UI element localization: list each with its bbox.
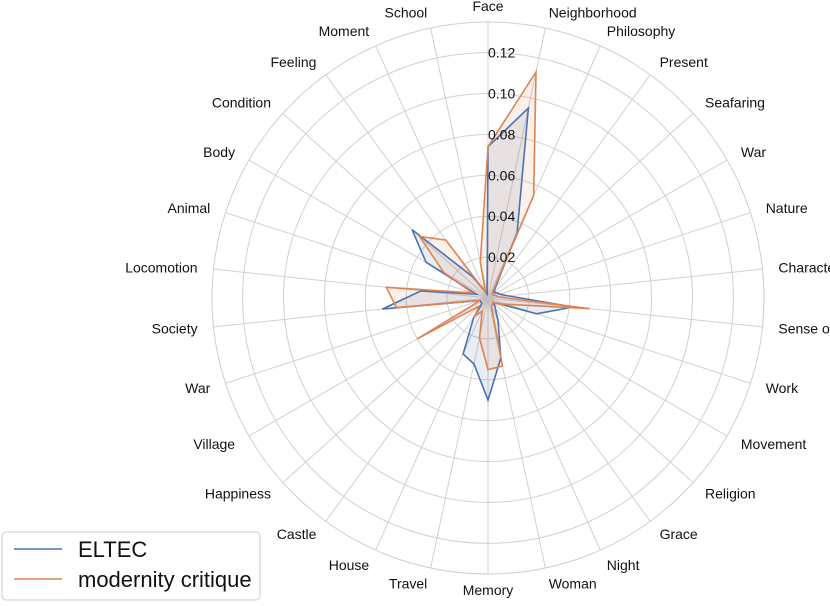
spoke (248, 297, 489, 437)
axis-label: Society (152, 321, 198, 337)
axis-label: Nature (766, 200, 808, 216)
axis-label: Woman (549, 576, 597, 592)
radial-tick-label: 0.10 (488, 86, 515, 102)
legend: ELTEC modernity critique (1, 531, 261, 601)
axis-label: Movement (741, 436, 806, 452)
axis-label: Condition (212, 95, 271, 111)
axis-label: Animal (168, 200, 211, 216)
axis-label: Sense of Time (778, 321, 830, 337)
radial-tick-label: 0.04 (488, 208, 515, 224)
spoke (375, 297, 489, 551)
axis-label: School (384, 4, 427, 20)
spoke (430, 297, 489, 569)
axis-label: Philosophy (607, 23, 676, 39)
axis-label: Body (203, 144, 235, 160)
axis-label: Grace (660, 526, 698, 542)
spoke (282, 112, 489, 299)
series-fill (382, 108, 574, 401)
legend-box (1, 531, 261, 601)
radial-tick-label: 0.02 (488, 249, 515, 265)
legend-label-modernity-critique: modernity critique (78, 567, 252, 592)
spoke (487, 159, 728, 299)
spoke (487, 297, 651, 522)
axis-label: Moment (319, 23, 370, 39)
spoke (487, 297, 728, 437)
spoke (213, 297, 489, 328)
axis-label: Present (660, 54, 708, 70)
series-line (381, 105, 574, 403)
series-line (384, 69, 590, 371)
spoke (487, 45, 601, 299)
spoke (213, 268, 489, 299)
spoke (487, 297, 763, 328)
spoke (225, 212, 489, 299)
axis-label: Locomotion (125, 260, 197, 276)
axis-label: Character (778, 260, 830, 276)
axis-label: Seafaring (705, 95, 765, 111)
axis-labels: Face Neighborhood Philosophy Present Seafari… (125, 0, 830, 598)
radar-series (381, 69, 590, 403)
axis-label: Happiness (205, 485, 271, 501)
axis-label: Religion (705, 485, 756, 501)
axis-label: Castle (277, 526, 317, 542)
axis-label: Neighborhood (549, 4, 637, 20)
axis-label: Travel (389, 576, 427, 592)
spoke (430, 27, 489, 299)
axis-label: Night (607, 557, 640, 573)
spoke (282, 297, 489, 484)
spoke (225, 297, 489, 384)
axis-label: Feeling (270, 54, 316, 70)
axis-label: Village (193, 436, 235, 452)
axis-label: Memory (463, 582, 514, 598)
spoke (487, 297, 694, 484)
spoke (325, 297, 489, 522)
radial-tick-labels: 0.02 0.04 0.06 0.08 0.10 0.12 (488, 45, 515, 265)
spoke (487, 74, 651, 299)
radial-tick-label: 0.12 (488, 45, 515, 61)
spoke (375, 45, 489, 299)
axis-label: Work (766, 380, 799, 396)
spoke (487, 112, 694, 299)
spoke (487, 212, 751, 299)
spoke (487, 297, 601, 551)
axis-label: House (329, 557, 370, 573)
radial-tick-label: 0.06 (488, 167, 515, 183)
axis-label: Face (472, 0, 503, 14)
axis-label: War (741, 144, 766, 160)
legend-label-eltec: ELTEC (78, 537, 147, 562)
axis-label: War (185, 380, 210, 396)
spoke (487, 268, 763, 299)
radial-tick-label: 0.08 (488, 126, 515, 142)
